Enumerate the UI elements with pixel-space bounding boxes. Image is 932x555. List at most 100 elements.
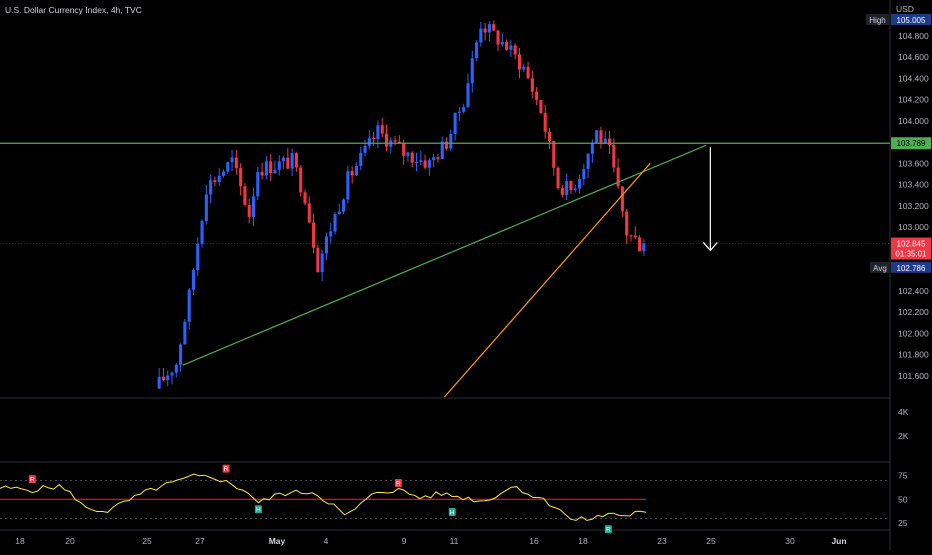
current-price-value: 102.845 — [897, 240, 926, 249]
candle-body — [492, 24, 496, 31]
candle-body — [312, 222, 316, 248]
price-tick-label: 103.600 — [898, 158, 929, 168]
level-value: 103.789 — [897, 139, 926, 148]
candle-body — [350, 171, 354, 176]
price-tick-label: 104.800 — [898, 31, 929, 41]
oscillator-series: R R H R H R — [0, 464, 890, 534]
candle-body — [432, 157, 436, 161]
divergence-marker-label: R — [396, 480, 401, 487]
candle-body — [376, 125, 380, 140]
candle-body — [565, 180, 569, 195]
candle-body — [629, 235, 633, 237]
candle-body — [633, 235, 637, 238]
candle-body — [530, 78, 534, 92]
oscillator-tick-label: 25 — [898, 518, 908, 528]
candle-body — [367, 138, 371, 146]
candle-body — [230, 157, 234, 163]
high-label: High — [869, 16, 885, 25]
currency-label: USD — [896, 4, 914, 14]
price-tick-label: 104.000 — [898, 116, 929, 126]
candle-body — [612, 145, 616, 168]
candle-body — [196, 243, 200, 271]
candle-body — [239, 168, 243, 187]
candle-body — [234, 157, 238, 169]
candle-body — [487, 24, 491, 33]
candle-body — [642, 243, 646, 252]
candle-body — [552, 141, 556, 168]
candle-body — [393, 140, 397, 142]
price-axis-ticks: 101.600101.800102.000102.200102.400102.6… — [898, 31, 929, 528]
candle-body — [573, 188, 577, 191]
divergence-marker — [394, 478, 402, 487]
divergence-marker-label: R — [30, 477, 35, 484]
candle-body — [320, 253, 324, 273]
divergence-marker — [448, 508, 456, 517]
candle-body — [290, 153, 294, 169]
time-tick-label: 25 — [142, 536, 152, 546]
candle-body — [354, 165, 359, 176]
candle-body — [638, 237, 642, 252]
green-support-trendline[interactable] — [182, 144, 707, 366]
avg-label-box — [870, 261, 890, 273]
candle-body — [247, 204, 251, 217]
candle-body — [543, 113, 547, 132]
candle-body — [380, 125, 384, 134]
candle-body — [174, 364, 178, 373]
candle-body — [513, 45, 517, 55]
candle-body — [316, 247, 320, 273]
divergence-marker — [28, 475, 36, 484]
candle-body — [166, 375, 170, 381]
avg-label: Avg — [873, 264, 887, 273]
volume-tick-label: 2K — [898, 431, 909, 441]
avg-value-box — [891, 261, 931, 273]
candle-body — [264, 161, 268, 176]
candle-body — [303, 192, 307, 204]
symbol-title[interactable]: U.S. Dollar Currency Index, 4h, TVC — [5, 5, 142, 15]
candle-body — [191, 270, 196, 290]
time-tick-label: 25 — [706, 536, 716, 546]
candle-body — [397, 141, 401, 144]
candle-body — [556, 167, 560, 189]
candle-body — [582, 169, 586, 180]
candle-body — [286, 157, 290, 169]
price-tick-label: 103.200 — [898, 201, 929, 211]
divergence-marker — [254, 505, 262, 514]
candle-body — [299, 167, 303, 193]
candle-body — [470, 58, 474, 84]
candle-body — [440, 141, 444, 160]
divergence-marker — [222, 464, 230, 473]
candle-body — [457, 111, 461, 113]
oscillator-tick-label: 75 — [898, 471, 908, 481]
candle-body — [346, 171, 350, 200]
candle-body — [625, 211, 629, 236]
time-tick-label: 9 — [402, 536, 407, 546]
candle-body — [595, 130, 599, 144]
candle-body — [269, 161, 273, 174]
candle-body — [157, 376, 161, 389]
high-value-box — [891, 14, 931, 25]
candle-body — [251, 196, 256, 217]
high-label-box — [866, 14, 889, 25]
time-axis-ticks[interactable]: 18 20 25 27 May 4 9 11 16 18 23 25 30 Jun — [15, 536, 846, 546]
orange-trendline[interactable] — [443, 162, 651, 398]
candle-body — [475, 42, 479, 59]
candle-body — [256, 171, 260, 197]
price-tick-label: 102.000 — [898, 328, 929, 338]
price-tick-label: 103.400 — [898, 180, 929, 190]
candle-body — [616, 167, 620, 187]
candle-body — [569, 180, 573, 191]
candle-body — [260, 171, 264, 176]
price-tick-label: 104.600 — [898, 52, 929, 62]
level-value-box — [891, 137, 931, 150]
candle-body — [479, 28, 483, 43]
candle-body — [462, 107, 466, 112]
avg-value: 102.786 — [897, 264, 926, 273]
candle-body — [483, 28, 487, 33]
candle-body — [522, 66, 526, 70]
candle-body — [359, 152, 363, 166]
current-price-box — [891, 237, 931, 260]
candle-body — [419, 160, 423, 163]
candle-body — [384, 133, 389, 147]
